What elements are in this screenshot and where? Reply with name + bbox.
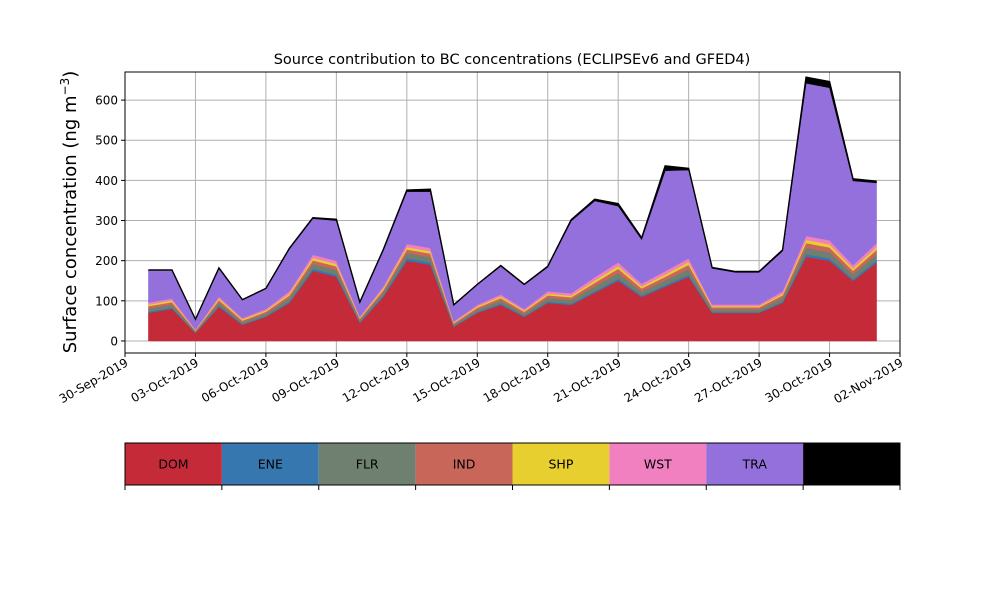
legend-label-shp: SHP: [549, 457, 574, 472]
legend-swatch-bb: [803, 443, 900, 485]
x-tick-label: 30-Sep-2019: [57, 355, 131, 406]
y-tick-label: 200: [95, 254, 118, 268]
x-tick-label: 27-Oct-2019: [692, 355, 764, 405]
legend-label-flr: FLR: [356, 457, 379, 472]
y-axis-ticks: 0 100 200 300 400 500 600: [95, 94, 125, 348]
legend-label-tra: TRA: [742, 457, 768, 472]
legend-swatch-ind: [415, 443, 513, 485]
y-tick-label: 100: [95, 294, 118, 308]
y-axis-label-close: ): [60, 71, 81, 78]
x-tick-label: 15-Oct-2019: [410, 355, 482, 405]
y-tick-label: 600: [95, 94, 118, 108]
total-outline: [148, 76, 877, 321]
legend-swatch-dom: [125, 443, 222, 485]
x-tick-label: 03-Oct-2019: [129, 355, 201, 405]
x-tick-label: 24-Oct-2019: [622, 355, 694, 405]
y-tick-label: 400: [95, 174, 118, 188]
x-tick-label: 30-Oct-2019: [763, 355, 835, 405]
x-tick-label: 18-Oct-2019: [481, 355, 553, 405]
legend-label-ene: ENE: [258, 457, 283, 472]
y-axis-label: Surface concentration (ng m−3): [58, 71, 81, 354]
x-axis-ticks: 30-Sep-201903-Oct-201906-Oct-201909-Oct-…: [57, 353, 906, 406]
legend-label-ind: IND: [453, 457, 476, 472]
legend-label-wst: WST: [644, 457, 672, 472]
x-tick-label: 06-Oct-2019: [199, 355, 271, 405]
legend-swatch-ene: [221, 443, 319, 485]
color-legend: DOM ENE FLR IND SHP WST TRA BB: [124, 442, 901, 490]
plot-frame: [124, 71, 901, 354]
chart-title: Source contribution to BC concentrations…: [274, 52, 751, 68]
legend-swatch-tra: [706, 443, 804, 485]
y-tick-label: 0: [110, 334, 118, 348]
stacked-areas: [148, 76, 877, 342]
x-tick-label: 12-Oct-2019: [340, 355, 412, 405]
y-tick-label: 300: [95, 214, 118, 228]
legend-label-dom: DOM: [158, 457, 188, 472]
x-tick-label: 21-Oct-2019: [551, 355, 623, 405]
x-tick-label: 02-Nov-2019: [831, 355, 905, 406]
legend-label-bb: BB: [843, 457, 860, 472]
y-axis-label-superscript: −3: [58, 78, 72, 96]
plot-area: 0 100 200 300 400 500 600 30-Sep-201903-Oct-20…: [57, 71, 906, 406]
legend-swatch-wst: [609, 443, 707, 485]
y-axis-label-text: Surface concentration (ng m: [60, 95, 81, 353]
legend-swatch-shp: [512, 443, 610, 485]
x-tick-label: 09-Oct-2019: [269, 355, 341, 405]
y-tick-label: 500: [95, 134, 118, 148]
legend-swatch-flr: [318, 443, 416, 485]
